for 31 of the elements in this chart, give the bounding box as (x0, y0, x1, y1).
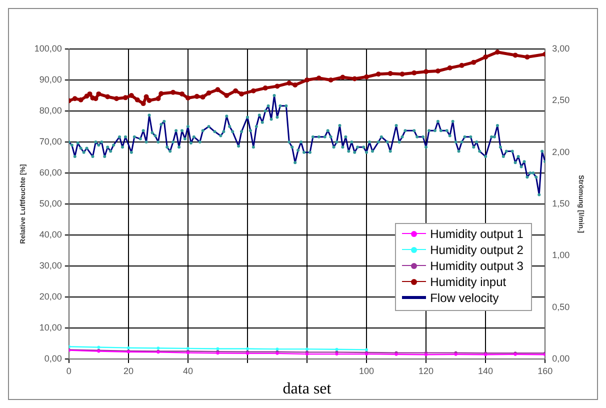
y-tick-label: 20,00 (39, 291, 62, 302)
x-tick-label: 0 (66, 366, 72, 376)
y-tick-label: 100,00 (34, 43, 62, 54)
legend-label: Humidity input (430, 274, 506, 289)
x-tick-label: 40 (182, 366, 193, 376)
x-tick-label: 160 (538, 366, 553, 376)
y-tick-label: 0,00 (44, 353, 62, 364)
y2-tick-label: 2,00 (552, 146, 570, 157)
x-axis-title: data set (282, 380, 332, 398)
y-tick-label: 60,00 (39, 167, 62, 178)
x-tick-label: 20 (123, 366, 134, 376)
y-tick-label: 50,00 (39, 198, 62, 208)
legend-label: Humidity output 2 (430, 242, 524, 257)
y2-tick-label: 0,50 (552, 302, 570, 312)
y2-tick-label: 1,50 (552, 198, 570, 208)
y2-tick-label: 1,00 (552, 250, 570, 260)
x-tick-label: 140 (478, 366, 494, 376)
y-tick-label: 30,00 (39, 260, 62, 270)
y2-tick-label: 2,50 (552, 95, 570, 106)
legend-label: Humidity output 1 (430, 226, 524, 241)
y-tick-label: 10,00 (39, 322, 62, 332)
x-tick-label: 120 (418, 366, 434, 376)
legend-label: Flow velocity (430, 290, 499, 305)
y-tick-label: 40,00 (39, 229, 62, 240)
legend-label: Humidity output 3 (430, 258, 524, 273)
y2-tick-label: 3,00 (552, 43, 570, 54)
y-tick-label: 80,00 (39, 105, 62, 116)
x-tick-label: 100 (359, 366, 374, 376)
y-tick-label: 90,00 (39, 74, 62, 84)
y2-tick-label: 0,00 (552, 353, 570, 364)
y-tick-label: 70,00 (39, 136, 62, 146)
